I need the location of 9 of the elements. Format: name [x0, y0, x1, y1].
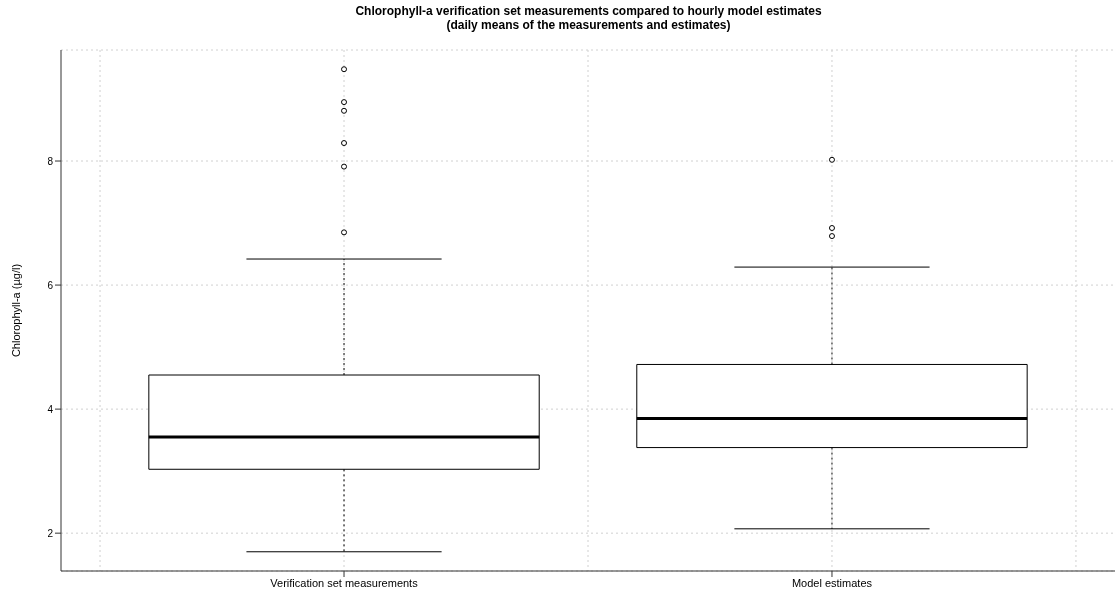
chart-title: Chlorophyll-a verification set measurements compared to hourly model estimates — [354, 4, 823, 18]
chart-subtitle: (daily means of the measurements and estimates) — [445, 18, 732, 32]
x-tick-label: Verification set measurements — [270, 576, 419, 589]
y-tick-label: 2 — [47, 527, 54, 539]
x-tick-label: Model estimates — [791, 576, 873, 589]
y-tick-label: 6 — [47, 279, 54, 291]
y-axis-title: Chlorophyll-a (µg/l) — [9, 263, 22, 358]
y-tick-label: 4 — [47, 403, 54, 415]
y-tick-label: 8 — [47, 155, 54, 167]
